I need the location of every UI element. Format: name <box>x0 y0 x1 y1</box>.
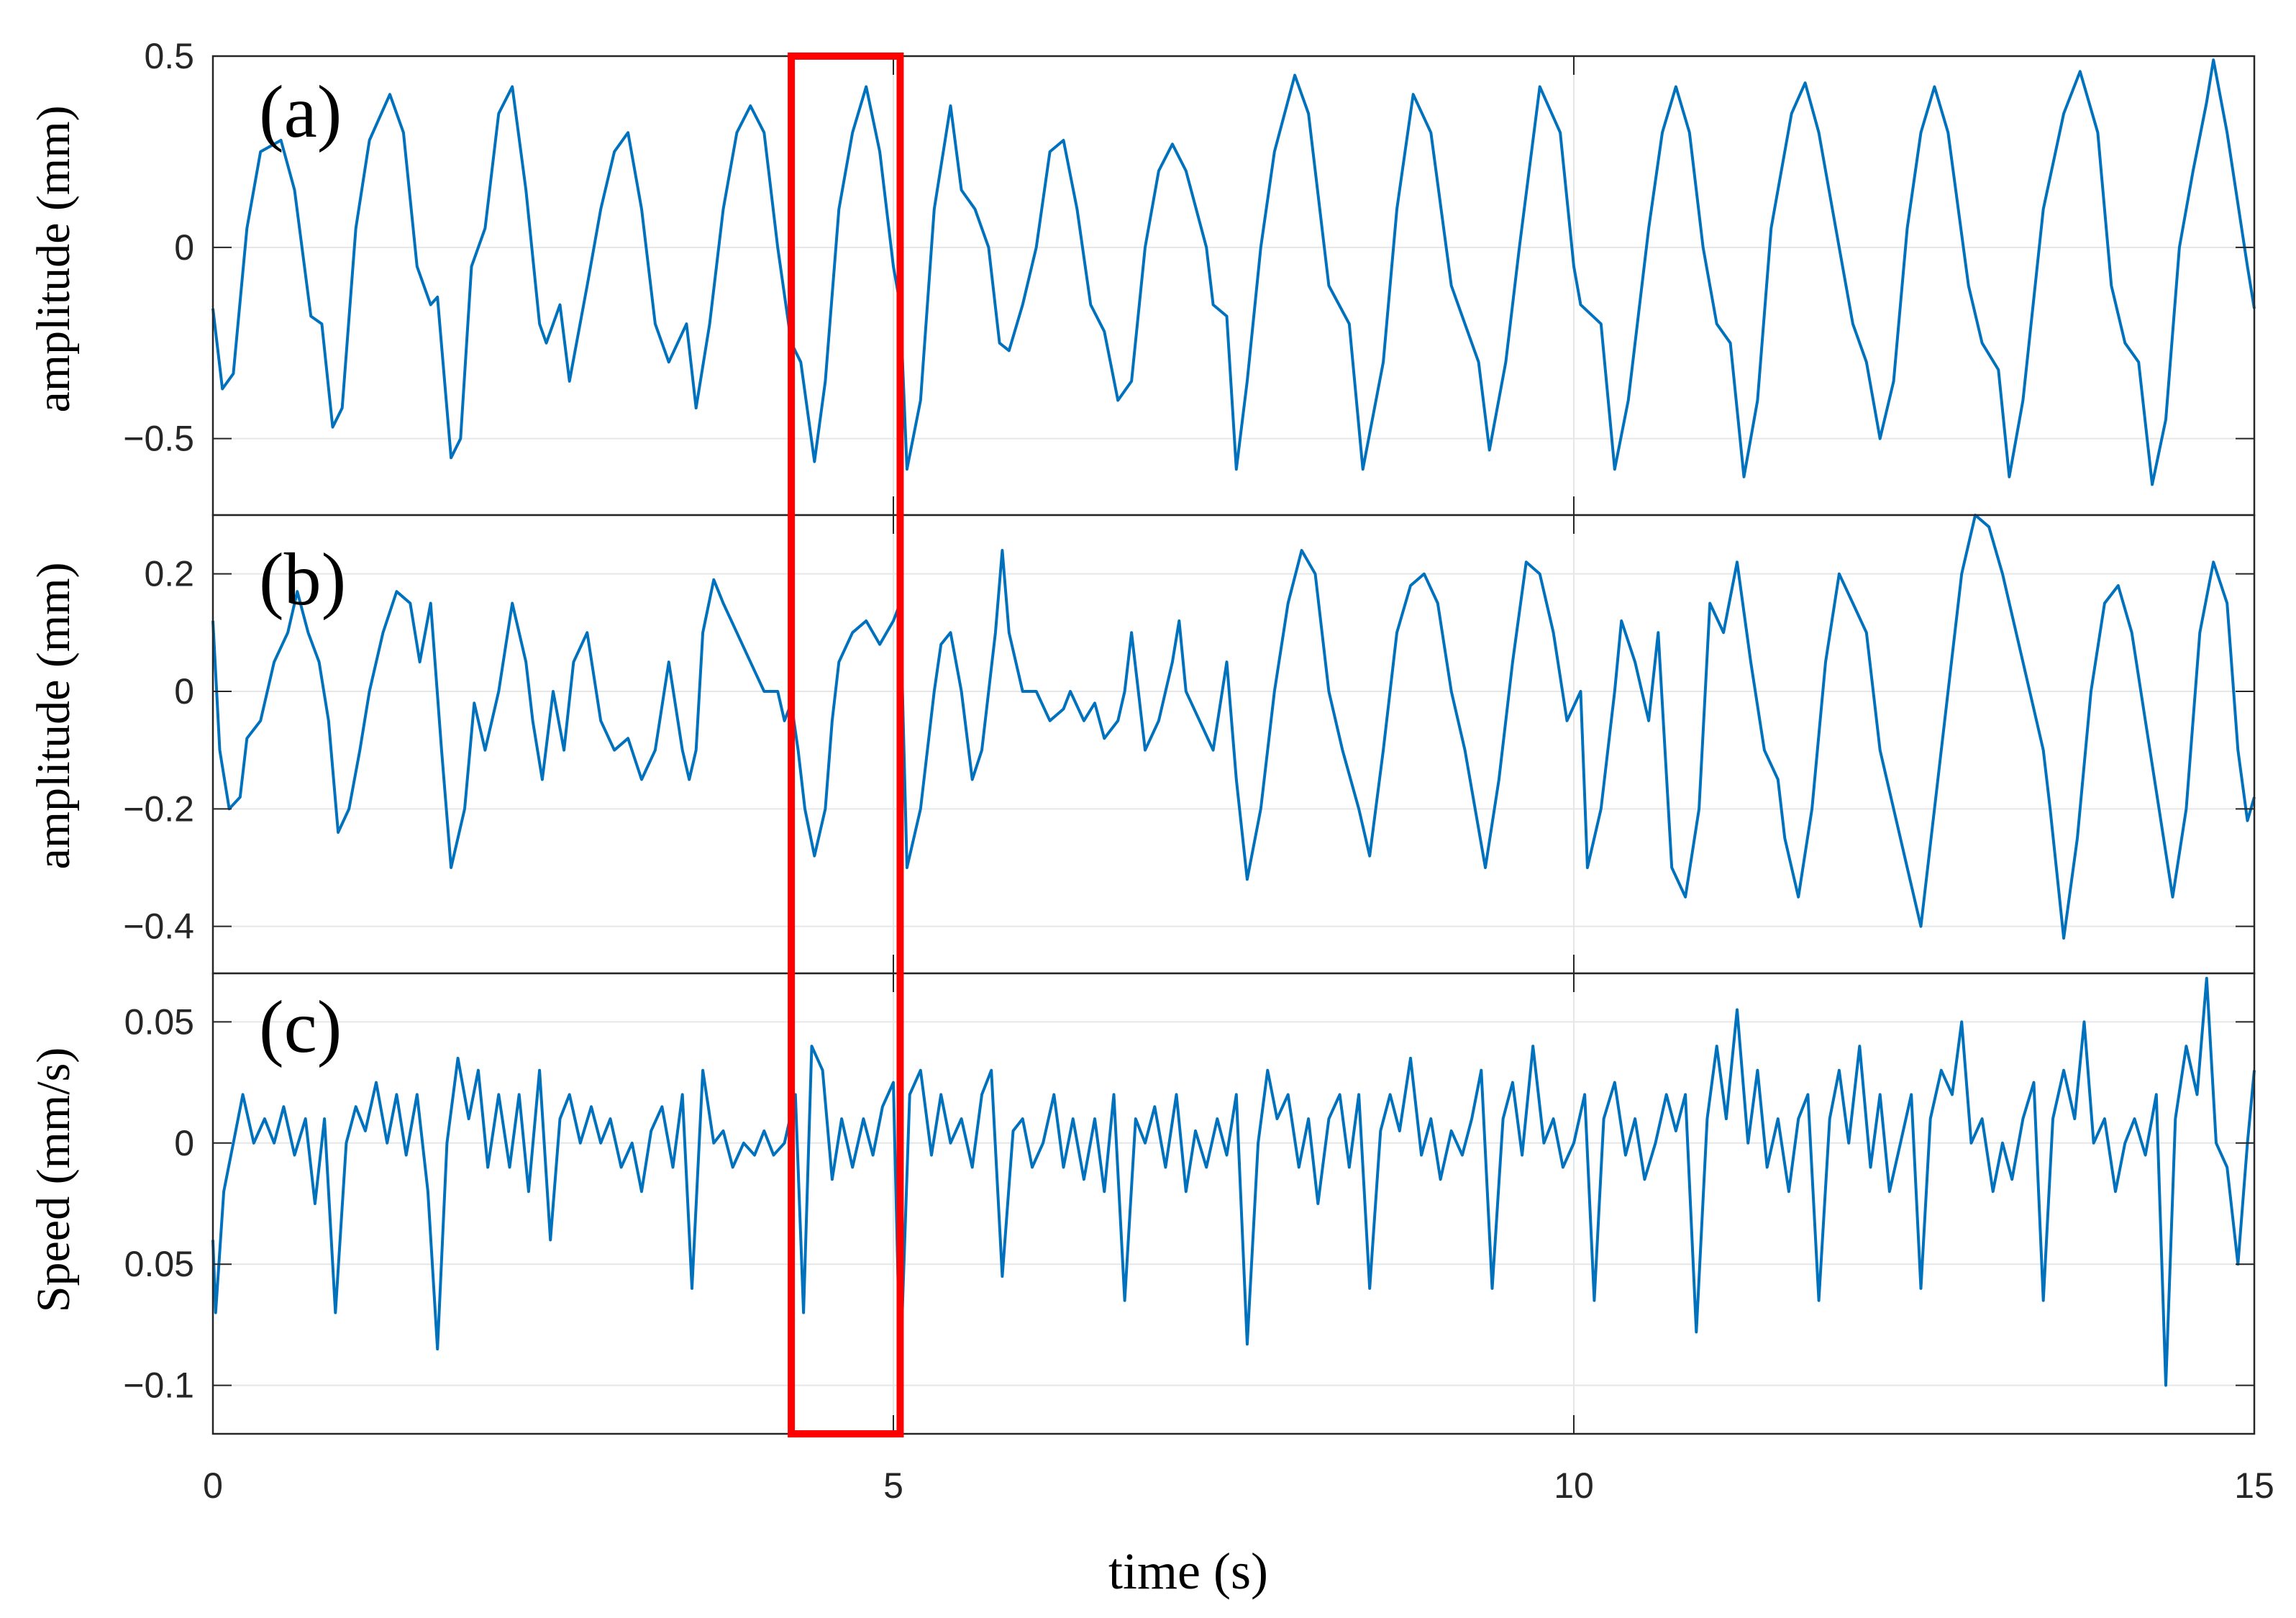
panel-b-ylabel: amplitude (mm) <box>27 562 80 869</box>
panel-c-ylabel: Speed (mm/s) <box>27 1047 80 1312</box>
panel-a-ytick-label-2: −0.5 <box>123 419 194 459</box>
panel-c: 0.05 0 0.05 −0.1 Speed (mm/s) (c) <box>27 972 2256 1435</box>
panel-a-label: (a) <box>259 71 342 153</box>
panel-a-ytick-label-1: 0 <box>174 227 194 268</box>
panel-b-ytick-label-3: −0.4 <box>123 906 194 947</box>
panel-a: 0.5 0 −0.5 amplitude (mm) (a) <box>27 36 2256 517</box>
panel-c-axes-box <box>211 972 2256 1435</box>
x-tick-label-2: 10 <box>1554 1465 1594 1506</box>
x-tick-label-1: 5 <box>883 1465 903 1506</box>
panel-b-label: (b) <box>259 538 346 621</box>
x-axis-label: time (s) <box>1108 1542 1268 1600</box>
panel-b-ytick-label-1: 0 <box>174 671 194 712</box>
panel-c-plot-area <box>213 973 2254 1434</box>
panel-c-ytick-label-3: −0.1 <box>123 1365 194 1406</box>
panel-c-label: (c) <box>259 986 342 1068</box>
panel-a-ylabel: amplitude (mm) <box>27 105 80 412</box>
panel-c-ytick-label-2: 0.05 <box>124 1244 194 1284</box>
panel-c-series-line-0 <box>211 976 2256 1387</box>
panel-c-ytick-label-0: 0.05 <box>124 1001 194 1042</box>
panel-a-series-line-0 <box>211 58 2256 486</box>
panel-c-ytick-label-1: 0 <box>174 1123 194 1163</box>
panel-b-ytick-label-2: −0.2 <box>123 788 194 829</box>
x-tick-label-3: 15 <box>2234 1465 2274 1506</box>
x-tick-label-0: 0 <box>203 1465 223 1506</box>
panel-b-series-line-0 <box>211 514 2256 940</box>
panel-b: 0.2 0 −0.2 −0.4 amplitude (mm) (b) <box>27 514 2256 975</box>
highlight-box-group <box>788 53 904 1437</box>
panel-a-ytick-label-0: 0.5 <box>144 36 194 76</box>
highlight-box <box>788 53 904 1437</box>
panel-b-ytick-label-0: 0.2 <box>144 554 194 594</box>
x-axis: 0 5 10 15 <box>203 1465 2274 1506</box>
